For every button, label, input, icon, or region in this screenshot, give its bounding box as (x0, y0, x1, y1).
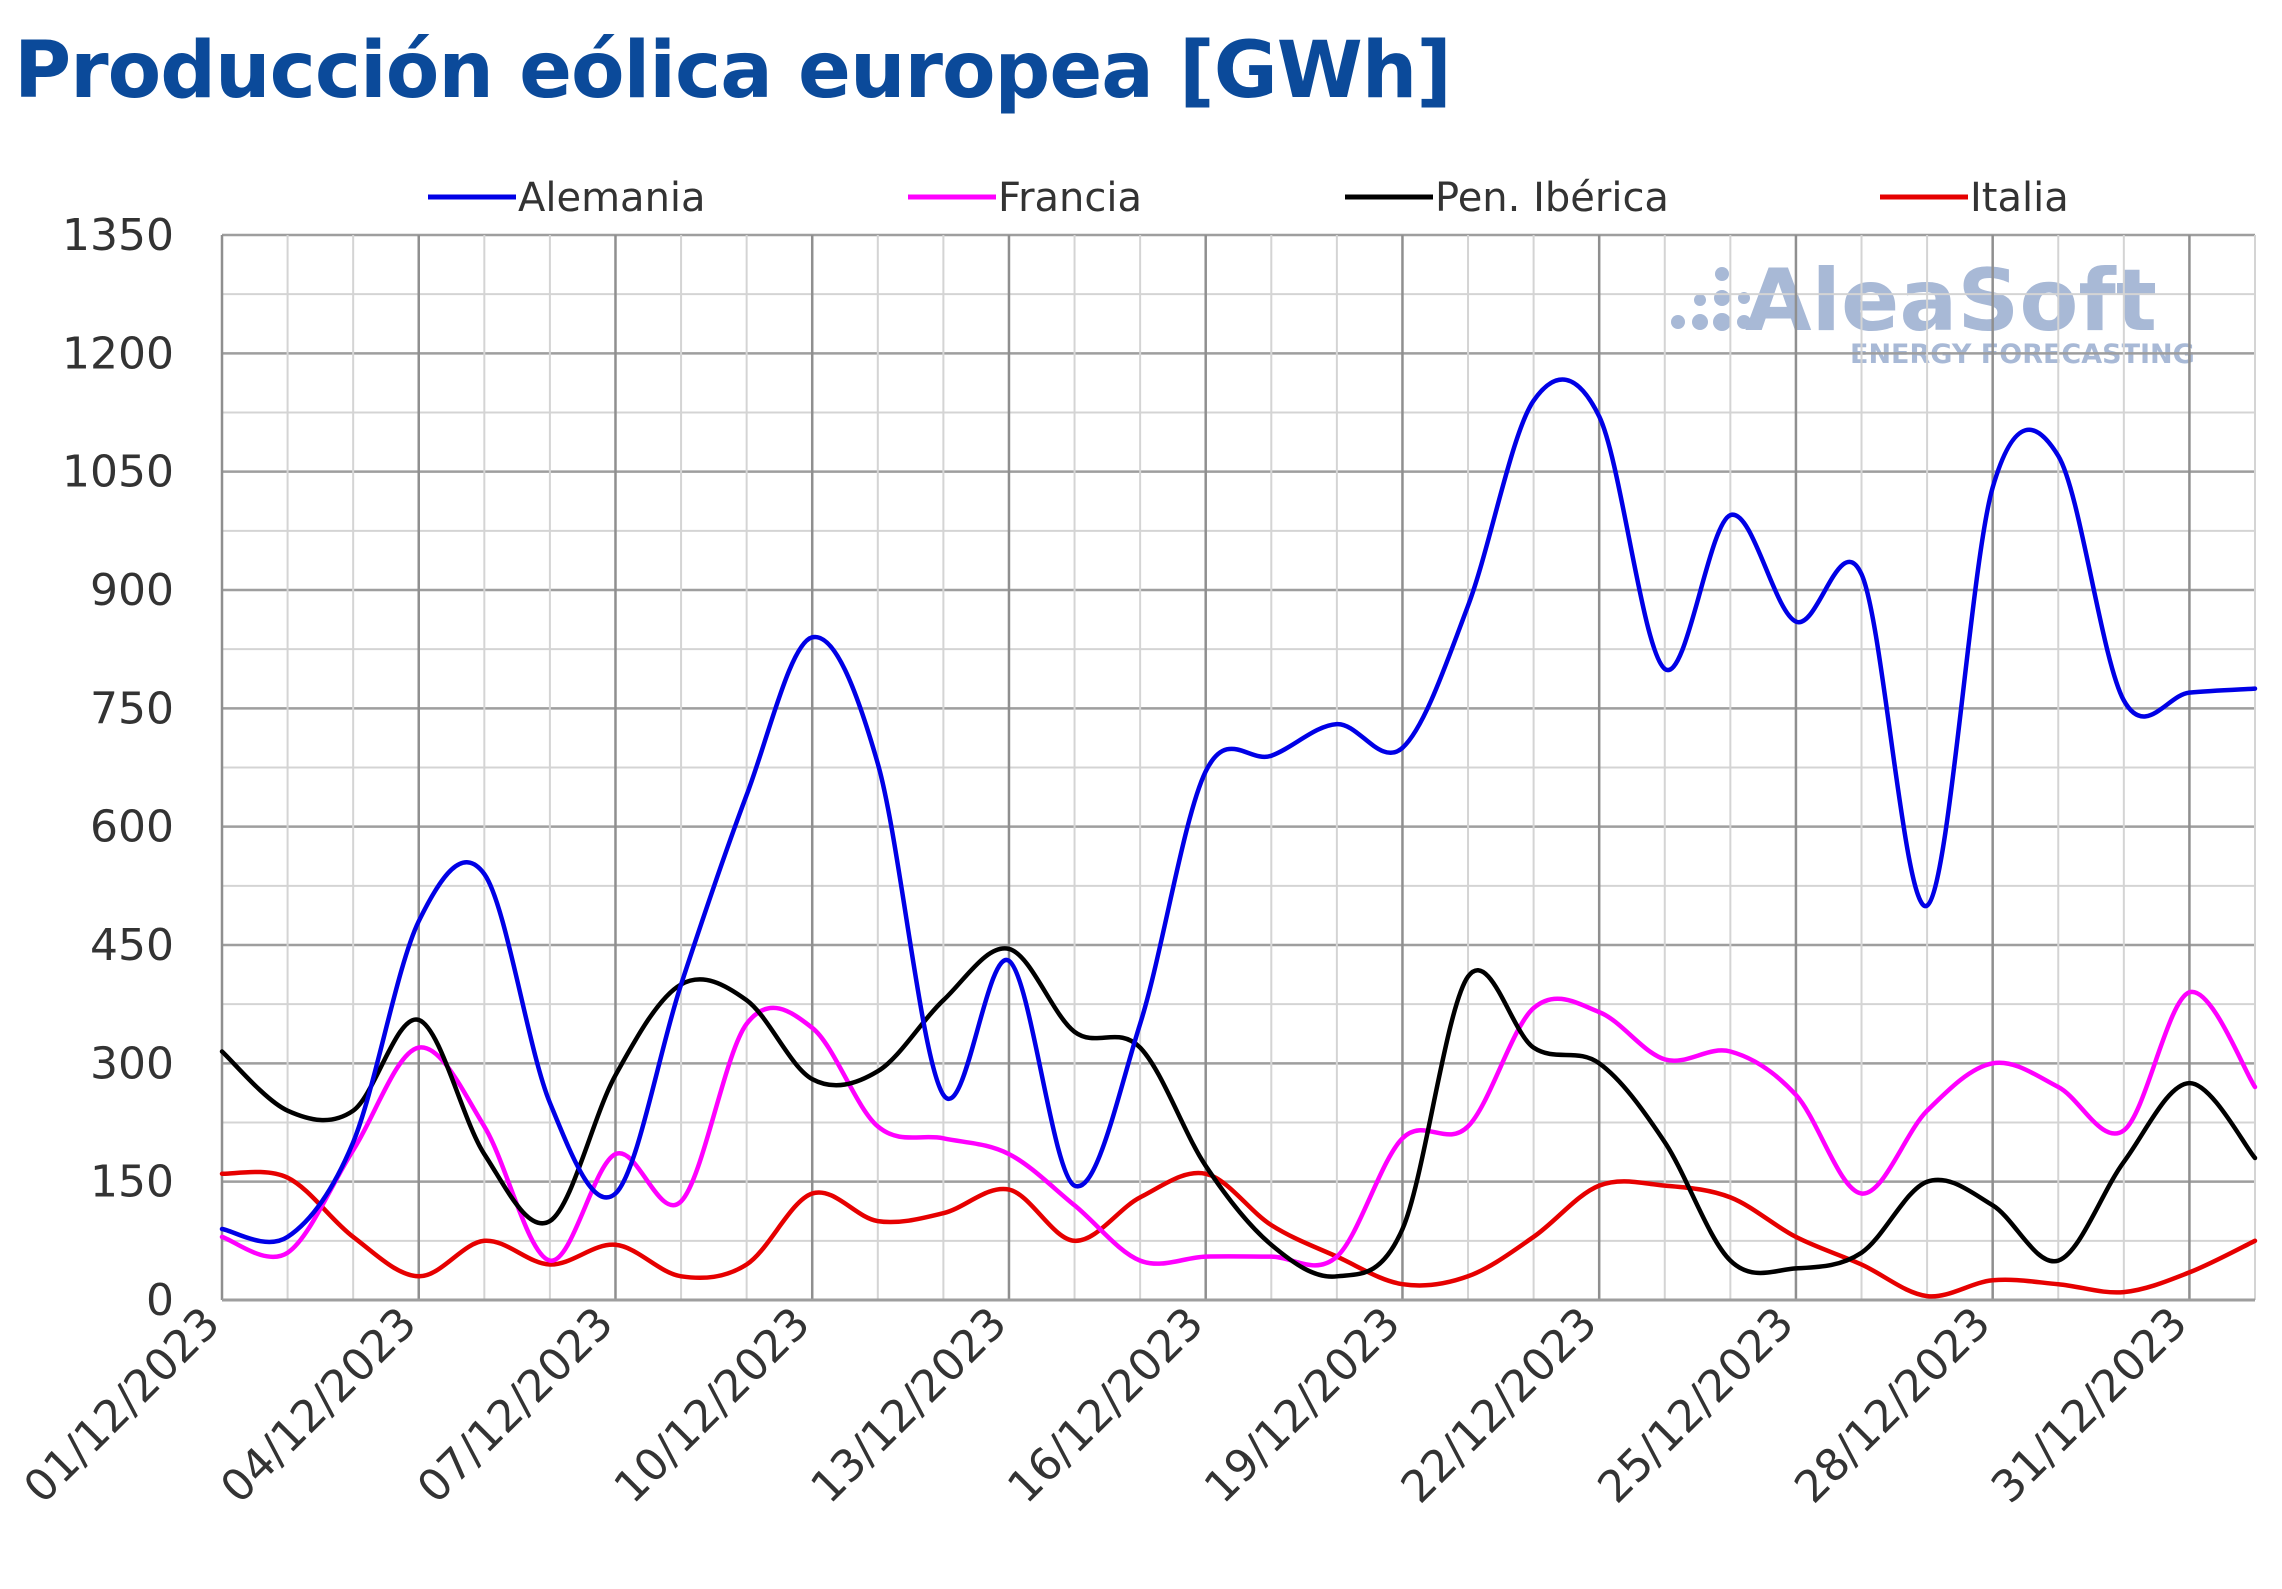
logo-dot (1714, 290, 1730, 306)
y-tick-label: 0 (146, 1275, 174, 1326)
y-tick-label: 1050 (62, 447, 174, 498)
y-tick-label: 300 (90, 1038, 174, 1089)
x-tick-label: 13/12/2023 (801, 1298, 1016, 1513)
series-line-francia (219, 990, 2258, 1268)
logo-dot (1713, 313, 1731, 331)
logo-dot (1715, 267, 1729, 281)
y-tick-label: 600 (90, 802, 174, 853)
chart-title: Producción eólica europea [GWh] (14, 26, 1452, 116)
x-tick-label: 01/12/2023 (14, 1298, 229, 1513)
watermark-name: AleaSoft (1745, 251, 2157, 351)
y-tick-label: 450 (90, 920, 174, 971)
series-line-italia (219, 1169, 2258, 1299)
series-line-alemania (219, 377, 2258, 1245)
x-tick-label: 31/12/2023 (1982, 1298, 2197, 1513)
series-line-pen-ib-rica (219, 946, 2258, 1279)
legend-label: Francia (998, 175, 1142, 221)
legend: Alemania Francia Pen. Ibérica Italia (428, 175, 2069, 221)
grid (220, 233, 2256, 1302)
x-tick-label: 16/12/2023 (998, 1298, 1213, 1513)
x-tick-label: 25/12/2023 (1588, 1298, 1803, 1513)
y-tick-label: 150 (90, 1157, 174, 1208)
x-tick-label: 19/12/2023 (1195, 1298, 1410, 1513)
x-tick-label: 10/12/2023 (605, 1298, 820, 1513)
logo-dot (1737, 315, 1751, 329)
legend-label: Pen. Ibérica (1435, 175, 1669, 221)
legend-label: Italia (1970, 175, 2069, 221)
y-tick-label: 1200 (62, 328, 174, 379)
y-tick-label: 1350 (62, 210, 174, 261)
series-lines (219, 377, 2258, 1299)
logo-dot (1694, 294, 1706, 306)
axes: 0 150 300 450 600 750 900 1050 1200 1350 01/12/202… (14, 210, 2255, 1513)
logo-dot (1692, 314, 1708, 330)
x-tick-label: 07/12/2023 (408, 1298, 623, 1513)
y-tick-label: 900 (90, 565, 174, 616)
x-tick-label: 04/12/2023 (211, 1298, 426, 1513)
x-tick-label: 22/12/2023 (1392, 1298, 1607, 1513)
x-tick-label: 28/12/2023 (1785, 1298, 2000, 1513)
y-tick-label: 750 (90, 683, 174, 734)
aleasoft-logo-icon (1671, 267, 1751, 331)
logo-dot (1671, 315, 1685, 329)
legend-label: Alemania (518, 175, 706, 221)
